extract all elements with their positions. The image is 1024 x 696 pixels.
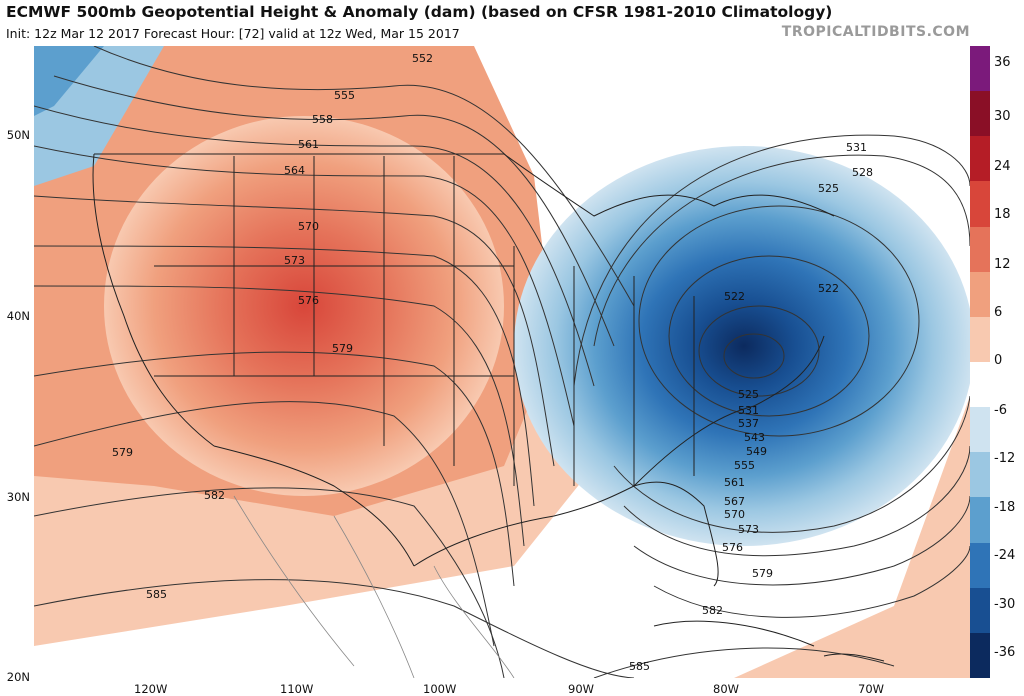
colorbar-segment [970,362,990,408]
lon-label: 70W [858,682,885,696]
contour-label: 585 [629,660,650,673]
contour-label: 564 [284,164,305,177]
contour-label: 579 [112,446,133,459]
lon-label: 80W [713,682,740,696]
colorbar-tick: 0 [994,353,1003,368]
colorbar-tick: -18 [994,500,1016,515]
anomaly-cold-trough [514,146,970,546]
colorbar-tick: -12 [994,451,1016,466]
lat-label: 50N [6,128,30,142]
brand-watermark: TROPICALTIDBITS.COM [781,24,970,40]
colorbar-segment [970,181,990,228]
anomaly-warm-core [104,116,504,496]
colorbar-segment [970,91,990,137]
lon-label: 110W [280,682,314,696]
colorbar-tick: 30 [994,109,1011,124]
colorbar-segment [970,452,990,498]
contour-label: 561 [298,138,319,151]
contour-label: 531 [738,404,759,417]
contour-label: 573 [284,254,305,267]
contour-label: 558 [312,113,333,126]
contour-label: 561 [724,476,745,489]
borders [92,153,835,587]
colorbar-tick: 6 [994,305,1003,320]
contour-label: 528 [852,166,873,179]
colorbar-segment [970,316,990,363]
map-title: ECMWF 500mb Geopotential Height & Anomal… [6,3,833,21]
contour-label: 555 [334,89,355,102]
contour-label: 579 [332,342,353,355]
contour-label: 582 [204,489,225,502]
contour-label: 525 [818,182,839,195]
lon-label: 120W [134,682,168,696]
colorbar-tick: -30 [994,597,1016,612]
colorbar-tick: 36 [994,55,1011,70]
contour-label: 567 [724,495,745,508]
colorbar-tick: -6 [994,403,1007,418]
contour-label: 522 [724,290,745,303]
colorbar-tick: 24 [994,159,1011,174]
colorbar-segment [970,46,990,92]
mexico-borders [233,495,515,678]
contour-label: 552 [412,52,433,65]
lat-label: 30N [6,490,30,504]
colorbar-tick: -24 [994,548,1016,563]
colorbar-tick: -36 [994,645,1016,660]
contour-label: 543 [744,431,765,444]
contour-label: 555 [734,459,755,472]
lat-label: 20N [6,670,30,684]
contour-label: 573 [738,523,759,536]
contour-label: 531 [846,141,867,154]
caribbean [653,620,885,662]
contour-label: 576 [722,541,743,554]
map-canvas: 552 555 558 561 564 570 573 576 579 579 … [34,46,970,678]
colorbar-segment [970,271,990,318]
colorbar-segment [970,497,990,544]
lon-label: 90W [568,682,595,696]
contour-label: 522 [818,282,839,295]
colorbar-segment [970,226,990,273]
contour-label: 570 [724,508,745,521]
trough-contours [573,134,970,618]
contour-label: 582 [702,604,723,617]
contour-label: 585 [146,588,167,601]
colorbar-segment [970,587,990,634]
colorbar-segment [970,136,990,182]
height-contours [34,46,895,678]
contour-label: 537 [738,417,759,430]
contour-label: 570 [298,220,319,233]
lat-label: 40N [6,309,30,323]
contour-label: 525 [738,388,759,401]
colorbar-tick: 12 [994,257,1011,272]
map-subtitle: Init: 12z Mar 12 2017 Forecast Hour: [72… [6,26,460,41]
contour-label: 576 [298,294,319,307]
header: ECMWF 500mb Geopotential Height & Anomal… [0,0,1024,46]
contour-label: 549 [746,445,767,458]
anomaly-warm-se [864,466,970,678]
colorbar [970,46,990,679]
contour-labels: 552 555 558 561 564 570 573 576 579 579 … [112,52,873,673]
lon-label: 100W [423,682,457,696]
colorbar-tick: 18 [994,207,1011,222]
colorbar-segment [970,407,990,453]
colorbar-segment [970,542,990,589]
colorbar-segment [970,632,990,679]
contour-label: 579 [752,567,773,580]
